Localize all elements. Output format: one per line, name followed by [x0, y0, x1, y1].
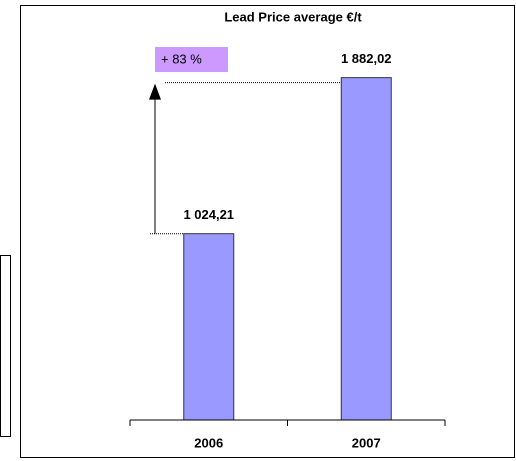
side-frame	[0, 255, 11, 437]
chart-frame	[20, 5, 515, 458]
arrow-head	[149, 83, 161, 100]
x-tick-label: 2006	[194, 435, 223, 450]
chart-title: Lead Price average €/t	[224, 9, 362, 24]
annotation: + 83 %	[161, 51, 202, 66]
x-tick-label: 2007	[352, 435, 381, 450]
bar	[340, 77, 392, 421]
annotation-box	[155, 47, 228, 72]
bar	[183, 233, 235, 421]
value-label: 1 882,02	[341, 51, 392, 66]
value-label: 1 024,21	[183, 207, 234, 222]
